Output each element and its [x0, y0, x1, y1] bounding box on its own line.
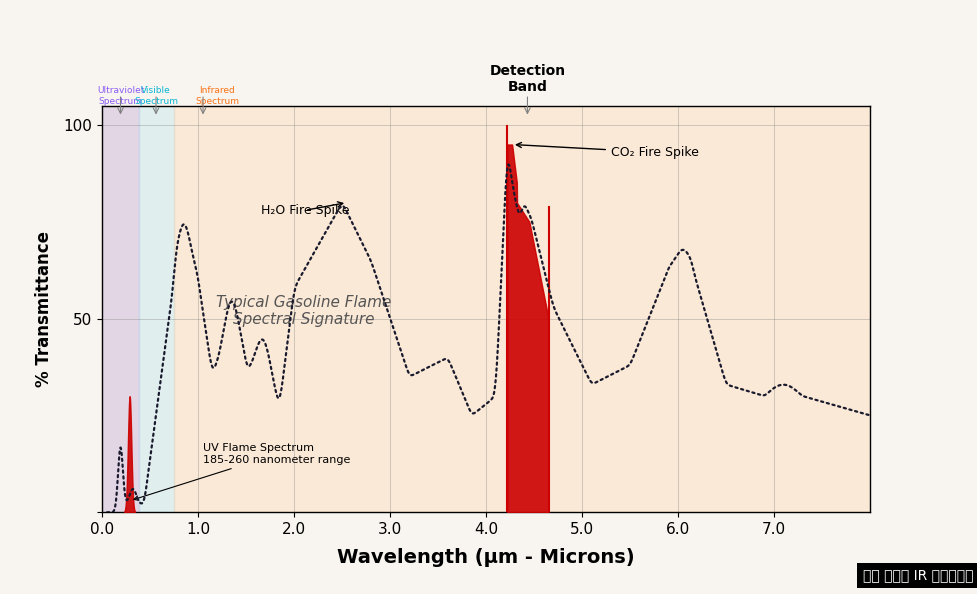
Bar	[103, 106, 139, 512]
Text: Detection
Band: Detection Band	[488, 64, 565, 94]
Text: H₂O Fire Spike: H₂O Fire Spike	[260, 202, 349, 217]
X-axis label: Wavelength (μm - Microns): Wavelength (μm - Microns)	[337, 548, 634, 567]
Text: 단일 주파수 IR 불꽃감지기: 단일 주파수 IR 불꽃감지기	[862, 568, 972, 582]
Text: Ultraviolet
Spectrum: Ultraviolet Spectrum	[97, 86, 144, 106]
Text: Infrared
Spectrum: Infrared Spectrum	[195, 86, 239, 106]
Bar	[139, 106, 174, 512]
Text: Typical Gasoline Flame
Spectral Signature: Typical Gasoline Flame Spectral Signatur…	[216, 295, 391, 327]
Text: UV Flame Spectrum
185-260 nanometer range: UV Flame Spectrum 185-260 nanometer rang…	[134, 443, 350, 500]
Text: CO₂ Fire Spike: CO₂ Fire Spike	[516, 143, 699, 159]
Y-axis label: % Transmittance: % Transmittance	[34, 231, 53, 387]
Text: Visible
Spectrum: Visible Spectrum	[134, 86, 178, 106]
